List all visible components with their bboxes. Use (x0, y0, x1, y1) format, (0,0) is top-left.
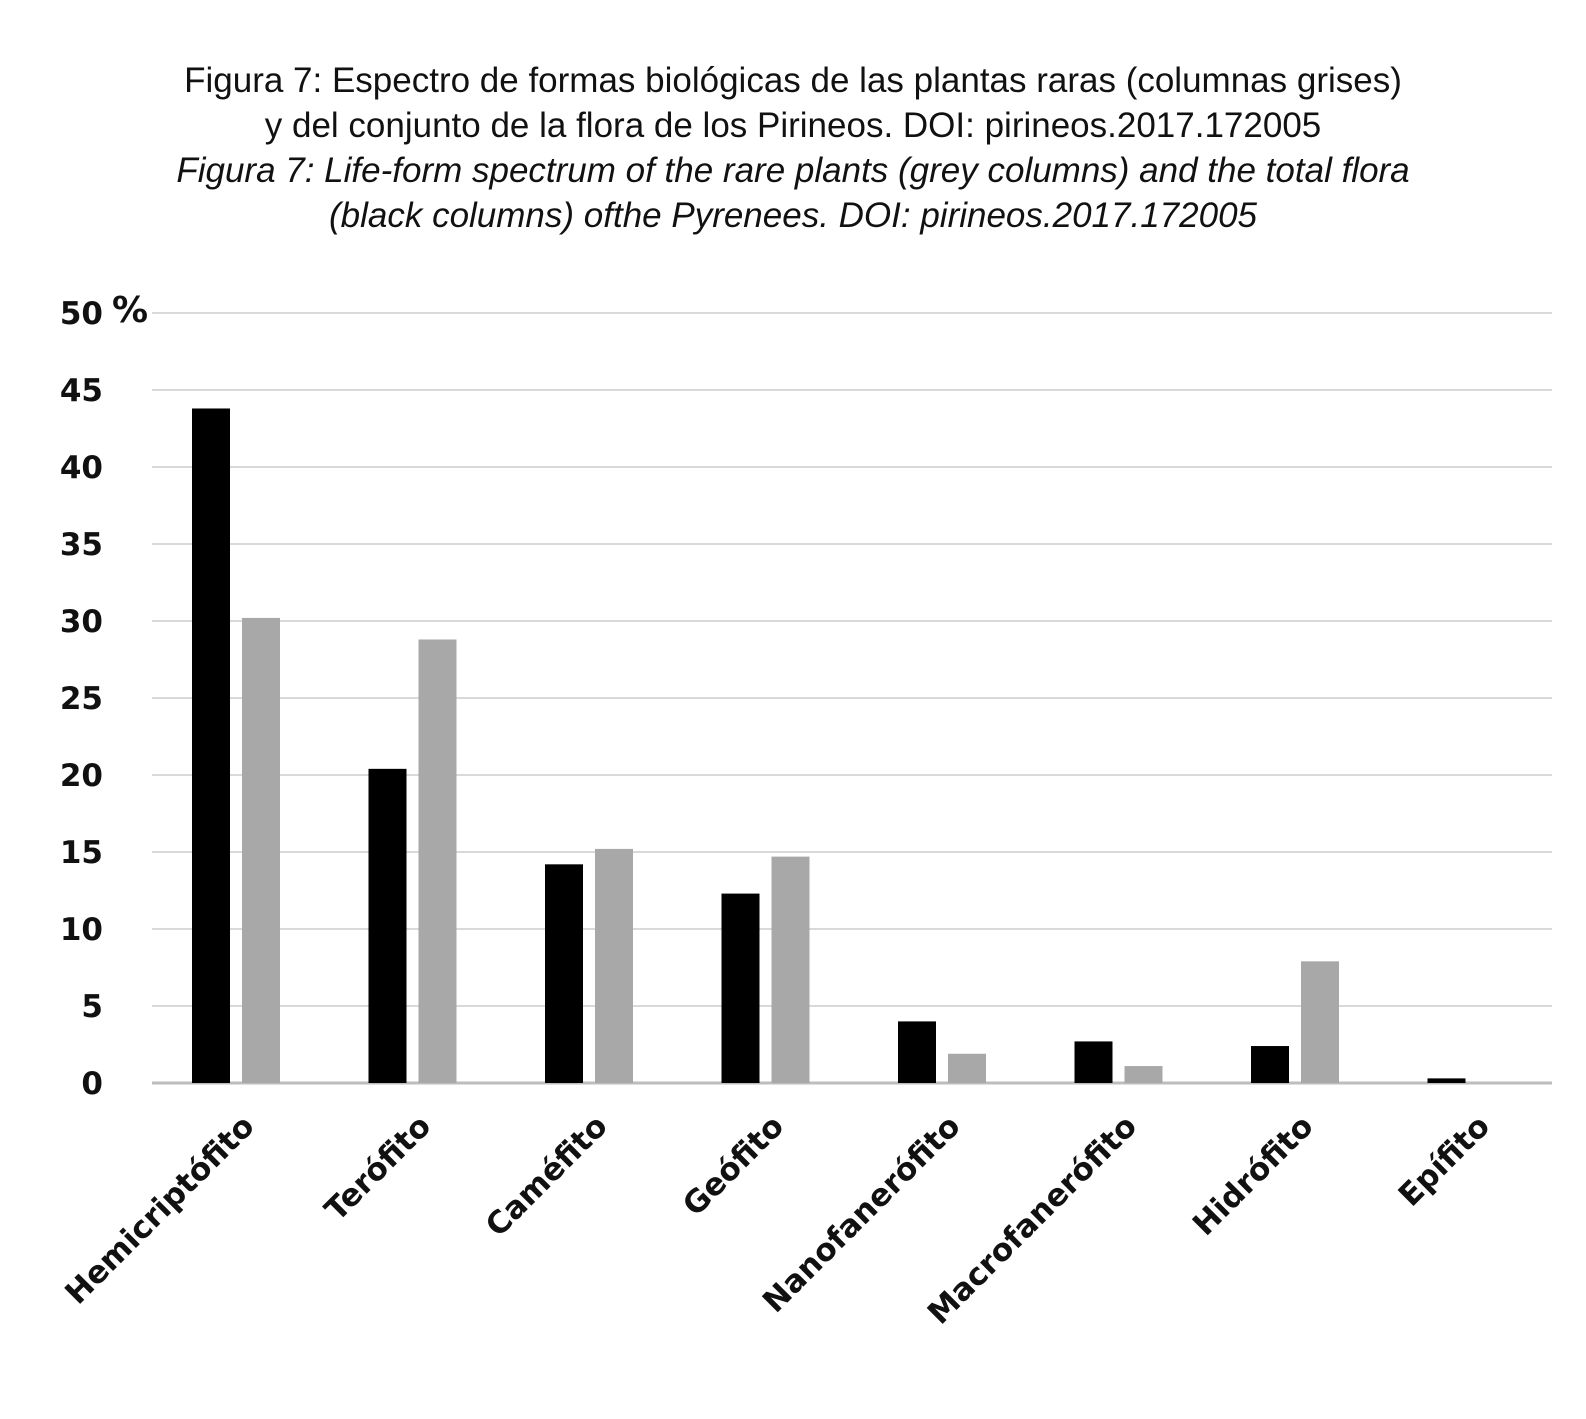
y-tick-label: 35 (60, 527, 103, 563)
caption-english-line-1: Figura 7: Life-form spectrum of the rare… (176, 151, 1410, 190)
y-tick-label: 15 (60, 835, 103, 871)
caption-english-line-2: (black columns) ofthe Pyrenees. DOI: pir… (328, 196, 1257, 235)
x-category-label: Hidrófito (1186, 1108, 1321, 1243)
y-tick-label: 0 (81, 1066, 103, 1102)
bar (595, 848, 633, 1083)
x-category-label: Geófito (676, 1108, 791, 1223)
y-tick-label: 5 (81, 989, 103, 1025)
bar (1124, 1066, 1163, 1083)
gridlines (152, 312, 1552, 1085)
bars (192, 408, 1466, 1084)
x-category-label: Hemicriptófito (58, 1108, 261, 1311)
caption-spanish-line-2: y del conjunto de la flora de los Pirine… (264, 106, 1322, 145)
bar (1251, 1046, 1289, 1083)
bar (1301, 961, 1339, 1083)
bar (368, 768, 407, 1083)
bar (545, 864, 583, 1083)
bar (1074, 1041, 1113, 1083)
bar (721, 893, 760, 1083)
bar (1427, 1078, 1466, 1083)
y-tick-label: 40 (60, 450, 103, 486)
bar (192, 408, 230, 1084)
x-axis-category-labels: Hemicriptófito Terófito Caméfito GeófitoNan… (58, 1108, 1497, 1331)
figure-caption: Figura 7: Espectro de formas biológicas … (0, 58, 1586, 238)
y-tick-label: 45 (60, 373, 103, 409)
y-tick-label: 50 (60, 296, 103, 332)
y-tick-label: 25 (60, 681, 103, 717)
y-tick-label: 30 (60, 604, 103, 640)
y-axis-unit-label: % (112, 290, 148, 331)
y-tick-label: 20 (60, 758, 103, 794)
bar (898, 1021, 936, 1083)
bar (242, 617, 280, 1083)
y-tick-label: 10 (60, 912, 103, 948)
x-category-label: Caméfito (479, 1108, 615, 1244)
x-category-label: Terófito (318, 1108, 438, 1228)
x-category-label: Epífito (1392, 1108, 1497, 1213)
y-axis-ticks: 0 5 10 15 20 25 30 35 40 45 50 (60, 296, 103, 1102)
bar (418, 639, 457, 1083)
x-category-label: Nanofanerófito (756, 1108, 968, 1320)
bar (948, 1053, 986, 1083)
bar (771, 856, 810, 1083)
caption-spanish-line-1: Figura 7: Espectro de formas biológicas … (184, 61, 1402, 100)
